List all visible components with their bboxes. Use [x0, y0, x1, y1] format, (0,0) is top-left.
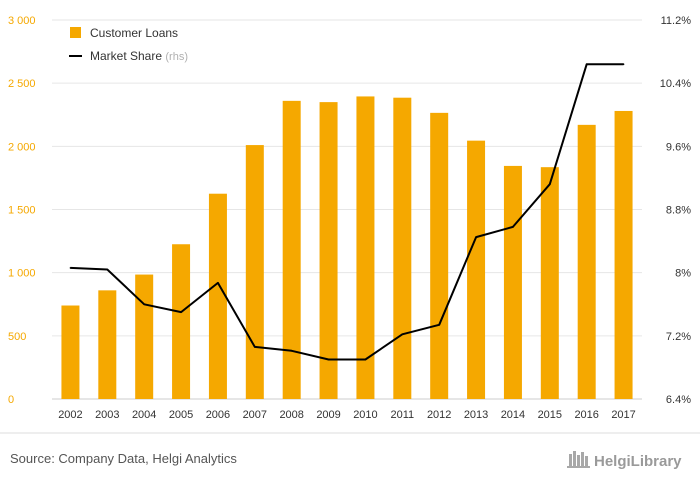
market-share-point-2010 — [364, 358, 367, 361]
x-tick-label: 2016 — [574, 409, 598, 421]
legend-label-market-share-name: Market Share — [90, 49, 162, 63]
x-tick-label: 2002 — [58, 409, 82, 421]
market-share-point-2007 — [254, 346, 256, 348]
market-share-point-2015 — [549, 183, 551, 186]
x-tick-label: 2010 — [353, 409, 377, 421]
right-tick-label: 10.4% — [660, 78, 691, 90]
x-tick-label: 2005 — [169, 409, 193, 421]
right-tick-label: 8.8% — [666, 205, 691, 217]
bar-2010 — [356, 96, 375, 399]
right-tick-label: 6.4% — [666, 394, 691, 406]
market-share-point-2004 — [143, 303, 145, 306]
bar-2011 — [393, 97, 412, 399]
bar-2007 — [245, 145, 264, 399]
x-tick-label: 2007 — [243, 409, 267, 421]
left-tick-label: 1 500 — [8, 205, 36, 217]
bar-2002 — [61, 305, 80, 399]
right-tick-label: 11.2% — [661, 15, 692, 27]
legend-label-customer-loans: Customer Loans — [90, 26, 178, 40]
line-market-share — [69, 63, 625, 361]
market-share-point-2006 — [217, 282, 219, 284]
brand-name: HelgiLibrary — [594, 453, 682, 470]
x-tick-label: 2012 — [427, 409, 451, 421]
legend-label-market-share: Market Share (rhs) — [90, 49, 188, 63]
market-share-point-2016 — [585, 63, 588, 66]
bar-2004 — [135, 274, 154, 399]
x-tick-label: 2014 — [501, 409, 525, 421]
bar-2003 — [98, 290, 117, 399]
library-icon — [567, 451, 590, 468]
x-tick-label: 2009 — [316, 409, 340, 421]
market-share-point-2012 — [438, 323, 440, 326]
x-tick-label: 2004 — [132, 409, 156, 421]
bar-2016 — [577, 124, 596, 400]
source-note: Source: Company Data, Helgi Analytics — [10, 451, 237, 466]
left-tick-label: 500 — [8, 331, 26, 343]
x-tick-label: 2003 — [95, 409, 119, 421]
right-tick-label: 7.2% — [666, 331, 691, 343]
bar-2013 — [467, 140, 486, 400]
brand-logo: HelgiLibrary — [567, 451, 682, 470]
x-tick-label: 2017 — [611, 409, 635, 421]
x-tick-label: 2015 — [538, 409, 562, 421]
x-tick-label: 2011 — [390, 409, 414, 421]
x-tick-label: 2006 — [206, 409, 230, 421]
left-tick-label: 2 500 — [8, 78, 36, 90]
bar-2005 — [172, 244, 191, 399]
left-tick-label: 0 — [8, 394, 14, 406]
market-share-point-2003 — [106, 268, 109, 271]
legend-label-market-share-suffix: (rhs) — [165, 51, 188, 63]
bar-2009 — [319, 102, 338, 399]
legend-swatch-customer-loans — [70, 27, 81, 38]
bar-2014 — [503, 165, 522, 399]
right-axis-ticks: 6.4% 7.2% 8% 8.8% 9.6% 10.4% 11.2% — [660, 15, 691, 406]
market-share-point-2008 — [290, 350, 293, 352]
x-axis-ticks: 2002 2003 2004 2005 2006 2007 2008 2009 2010 2011… — [58, 409, 636, 421]
left-tick-label: 3 000 — [8, 15, 36, 27]
market-share-point-2011 — [401, 333, 404, 336]
left-axis-ticks: 0 500 1 000 1 500 2 000 2 500 3 000 — [8, 15, 36, 406]
bar-2012 — [430, 112, 449, 399]
legend: Customer Loans Market Share (rhs) — [69, 26, 188, 63]
bar-2017 — [614, 110, 633, 400]
right-tick-label: 8% — [675, 268, 691, 280]
market-share-point-2009 — [327, 358, 330, 361]
right-tick-label: 9.6% — [666, 141, 691, 153]
market-share-point-2002 — [69, 267, 72, 269]
left-tick-label: 1 000 — [8, 268, 36, 280]
left-tick-label: 2 000 — [8, 141, 36, 153]
bars-customer-loans — [61, 96, 633, 400]
market-share-point-2014 — [512, 226, 514, 228]
market-share-point-2005 — [180, 311, 182, 313]
market-share-line — [70, 63, 624, 361]
market-share-point-2017 — [622, 63, 625, 66]
bar-2006 — [208, 193, 227, 399]
market-share-point-2013 — [475, 236, 477, 238]
x-tick-label: 2013 — [464, 409, 488, 421]
x-tick-label: 2008 — [279, 409, 303, 421]
bar-2008 — [282, 100, 301, 399]
bar-2015 — [540, 167, 559, 399]
